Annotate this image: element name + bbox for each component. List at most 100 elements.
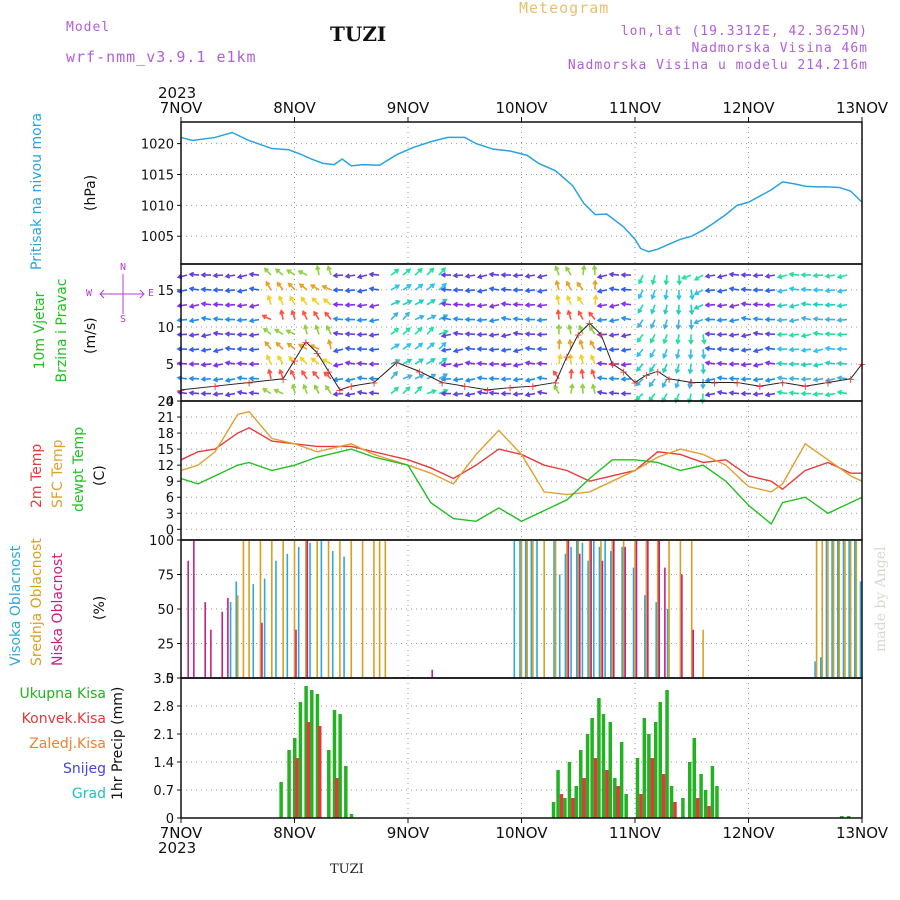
wind-arrowhead (776, 389, 783, 396)
wind-gust-marker: + (846, 373, 855, 386)
wind-arrowhead (464, 302, 470, 308)
wind-arrowhead (248, 332, 255, 338)
wind-arrowhead (800, 332, 807, 339)
total-rain-bar (687, 762, 692, 818)
y-tick-label: 0 (166, 395, 174, 410)
wind-arrowhead (428, 326, 435, 332)
wind-arrowhead (442, 314, 449, 320)
wind-arrowhead (476, 273, 483, 280)
wind-arrowhead (764, 391, 771, 398)
wind-arrowhead (512, 391, 518, 397)
wind-arrowhead (443, 329, 449, 335)
wind-arrowhead (536, 317, 542, 323)
wind-arrowhead (418, 283, 424, 289)
wind-arrowhead (608, 375, 614, 382)
wind-arrowhead (464, 287, 471, 294)
wind-gust-marker: + (369, 376, 378, 389)
wind-arrowhead (274, 328, 280, 334)
wind-arrowhead (524, 287, 531, 294)
conv-rain-bar (661, 774, 666, 818)
wind-arrowhead (368, 390, 374, 396)
x-tick-label-bottom: 7NOV (160, 824, 203, 842)
conv-rain-bar (616, 786, 620, 818)
wind-arrowhead (836, 331, 842, 338)
total-rain-bar (293, 738, 297, 818)
wind-arrowhead (188, 375, 194, 382)
wind-arrowhead (836, 389, 843, 396)
wind-gust-marker: + (528, 380, 537, 393)
wind-arrowhead (248, 375, 254, 382)
wind-arrowhead (555, 309, 562, 315)
wind-arrowhead (248, 346, 254, 353)
wind-arrowhead (536, 331, 542, 338)
wind-arrowhead (663, 309, 669, 316)
wind-arrowhead (608, 286, 615, 292)
wind-arrowhead (776, 331, 782, 338)
legend-snow: Snijeg (62, 761, 106, 777)
elevation-label: Nadmorska Visina 46m (691, 41, 868, 56)
wind-arrowhead (752, 272, 758, 279)
wind-arrowhead (500, 347, 507, 353)
y-tick-label: 1015 (141, 168, 174, 183)
y-tick-label: 15 (157, 443, 174, 458)
wind-arrowhead (812, 391, 818, 397)
wind-arrowhead (693, 290, 700, 296)
wind-arrowhead (393, 386, 399, 392)
wind-arrowhead (500, 376, 506, 382)
wind-arrowhead (452, 362, 459, 368)
wind-arrowhead (442, 373, 449, 379)
x-tick-label-top: 9NOV (387, 99, 430, 117)
wind-arrowhead (332, 272, 338, 279)
compass-north: N (120, 262, 127, 273)
y-tick-label: 18 (157, 427, 174, 442)
wind-arrowhead (236, 331, 242, 338)
wind-arrowhead (300, 296, 306, 302)
y-tick-label: 50 (157, 603, 174, 618)
wind-arrowhead (824, 331, 830, 337)
wind-arrowhead (452, 316, 458, 322)
wind-arrowhead (788, 375, 794, 382)
wind-arrowhead (752, 287, 758, 293)
wind-arrowhead (740, 332, 747, 339)
wind-arrowhead (620, 332, 627, 339)
wind-arrowhead (649, 352, 655, 359)
wind-arrowhead (650, 279, 657, 286)
wind-arrowhead (788, 271, 795, 278)
y-tick-label: 0 (166, 812, 174, 827)
wind-arrowhead (590, 368, 596, 375)
wind-arrowhead (752, 316, 758, 322)
y-tick-label: 24 (157, 395, 174, 410)
conv-rain-bar (571, 798, 575, 818)
wind-arrowhead (620, 272, 626, 278)
wind-arrowhead (812, 376, 819, 383)
wind-arrowhead (512, 376, 519, 383)
x-tick-label-top: 8NOV (273, 99, 316, 117)
wind-arrowhead (236, 288, 243, 294)
wind-arrowhead (676, 280, 683, 286)
wind-arrowhead (286, 342, 292, 348)
wind-arrowhead (812, 301, 818, 308)
wind-arrowhead (565, 266, 571, 272)
wind-arrowhead (464, 360, 471, 366)
wind-arrowhead (368, 375, 374, 382)
wind-arrowhead (303, 324, 309, 330)
wind-arrowhead (812, 330, 819, 337)
wind-arrowhead (836, 288, 843, 294)
wind-arrowhead (368, 317, 375, 324)
wind-arrowhead (344, 287, 351, 294)
total-rain-bar (563, 798, 567, 818)
wind-arrowhead (740, 301, 747, 307)
wind-arrowhead (648, 382, 654, 388)
wind-arrowhead (650, 309, 656, 315)
total-rain-bar (349, 814, 354, 818)
wind-arrowhead (812, 362, 819, 368)
wind-arrowhead (836, 375, 843, 381)
wind-arrowhead (577, 310, 583, 316)
wind-arrowhead (236, 360, 242, 367)
wind-arrowhead (728, 361, 734, 367)
legend-hail: Grad (71, 786, 106, 802)
wind-arrowhead (297, 270, 303, 275)
wind-arrowhead (764, 316, 770, 323)
wind-gust-marker: + (710, 376, 719, 389)
wind-arrowhead (299, 356, 305, 362)
